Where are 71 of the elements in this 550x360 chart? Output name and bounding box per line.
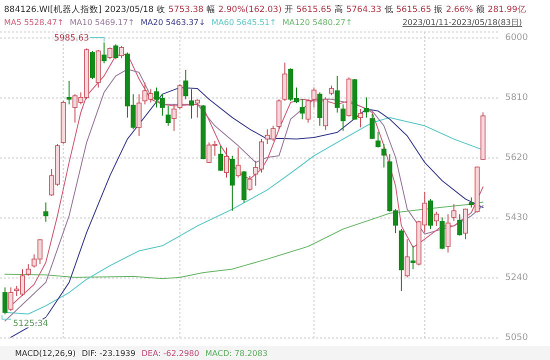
candlestick: [107, 46, 112, 60]
candlestick: [358, 108, 364, 128]
candlestick: [172, 104, 177, 132]
candlestick: [183, 69, 188, 100]
text: 5463.37↓: [166, 18, 206, 27]
y-tick-label: 6000: [505, 33, 528, 43]
text: 高 5764.33: [334, 4, 382, 15]
y-tick-label: 5430: [505, 213, 528, 223]
text: DEA: -62.2980: [141, 349, 200, 358]
text: 额 281.99亿: [476, 4, 526, 15]
annotation: 5985.63: [54, 34, 90, 44]
candlestick: [300, 98, 305, 120]
text: 5480.27↑: [312, 18, 352, 27]
text: 5469.17↑: [94, 18, 135, 27]
text: MA10: [70, 18, 92, 27]
candlestick: [306, 98, 311, 124]
candlestick: [236, 147, 241, 178]
chart-title: 884126.WI[机器人指数]: [4, 4, 102, 15]
candlestick: [43, 202, 48, 222]
candlestick: [189, 88, 194, 120]
candlestick: [8, 286, 14, 312]
y-tick-label: 5240: [505, 273, 528, 283]
candlestick: [410, 245, 416, 270]
text: 2023/01/11-2023/05/18(83日): [402, 18, 522, 27]
candlestick: [434, 211, 439, 226]
candlestick: [463, 208, 468, 240]
candlestick: [247, 176, 252, 192]
text: MACD(12,26,9): [15, 349, 76, 358]
text: MA60: [211, 18, 234, 27]
text: 2023/05/18: [104, 5, 154, 15]
candlestick: [218, 146, 224, 172]
text: 低 5615.65: [384, 4, 432, 15]
candlestick: [457, 214, 462, 236]
text: 振 2.66%: [434, 4, 473, 15]
candlestick: [224, 147, 230, 178]
text: DIF: -23.1939: [82, 349, 136, 358]
text: MA20: [140, 18, 164, 27]
text: 开 5615.65: [284, 5, 332, 15]
candlestick: [468, 196, 474, 208]
text: MACD: 78.2083: [205, 349, 268, 358]
candlestick: [2, 286, 8, 315]
candlestick: [381, 144, 386, 168]
text: 幅 2.90%(162.03): [206, 4, 282, 15]
y-tick-label: 5050: [505, 333, 528, 343]
candlestick: [102, 42, 107, 64]
text: MA120: [282, 18, 310, 27]
text: MA5: [4, 18, 22, 27]
candlestick: [376, 131, 381, 148]
text: 5645.51↑: [236, 18, 276, 27]
candlestick: [340, 104, 346, 132]
candlestick: [119, 45, 124, 59]
candlestick: [311, 87, 316, 108]
candlestick: [451, 204, 456, 222]
candlestick: [166, 105, 171, 126]
text: 5528.47↑: [24, 18, 64, 27]
candlestick: [194, 98, 200, 118]
candlestick: [177, 84, 182, 110]
candlestick: [370, 114, 375, 140]
text: 收 5753.38: [156, 4, 204, 15]
y-tick-label: 5620: [505, 153, 528, 163]
candlestick: [446, 214, 451, 253]
y-tick-label: 5810: [505, 93, 528, 103]
candlestick: [26, 264, 31, 276]
candlestick: [66, 80, 72, 105]
candlestick: [404, 238, 410, 278]
candlestick: [364, 96, 369, 118]
candlestick: [334, 75, 340, 114]
line-series: [4, 202, 484, 280]
candlestick: [113, 44, 118, 60]
candlestick: [317, 92, 322, 126]
candlestick: [328, 85, 334, 96]
